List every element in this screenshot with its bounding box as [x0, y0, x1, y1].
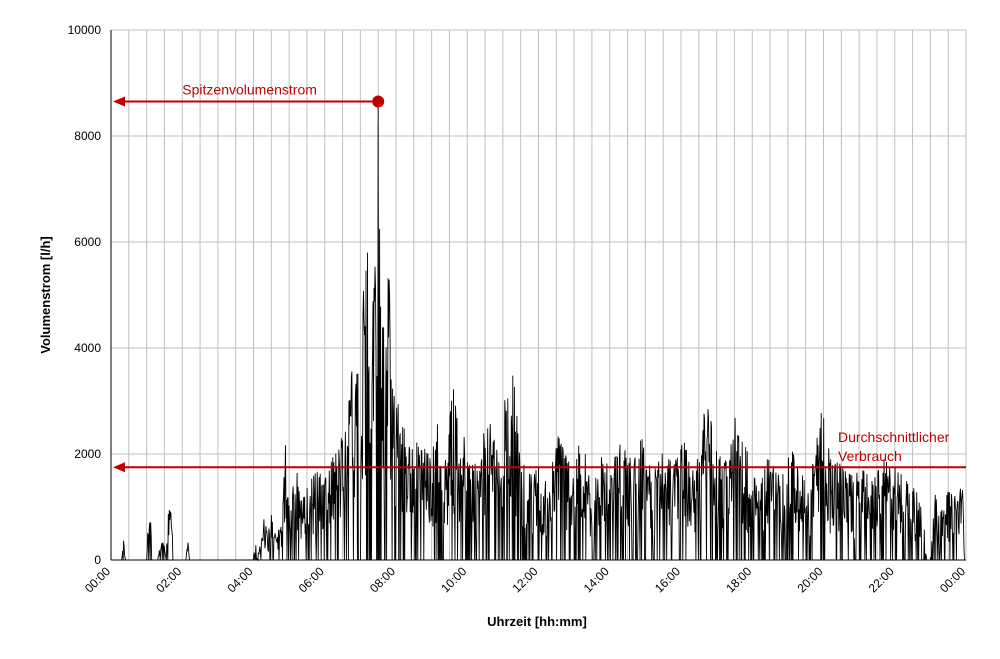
peak-label: Spitzenvolumenstrom	[182, 82, 317, 98]
y-tick-label: 2000	[74, 447, 101, 461]
y-tick-label: 0	[94, 553, 101, 567]
x-axis-title: Uhrzeit [hh:mm]	[487, 614, 587, 629]
peak-marker	[372, 95, 385, 108]
annotations-layer: Spitzenvolumenstrom Durchschnittlicher Ver…	[113, 82, 966, 473]
y-tick-label: 4000	[74, 341, 101, 355]
series-layer	[111, 101, 966, 562]
y-axis-title: Volumenstrom [l/h]	[38, 236, 53, 353]
axes-layer	[110, 30, 966, 561]
y-tick-label: 6000	[74, 235, 101, 249]
peak-arrowhead-icon	[113, 96, 125, 107]
average-label-line2: Verbrauch	[838, 448, 902, 464]
average-label-line1: Durchschnittlicher	[838, 429, 950, 445]
y-tick-labels: 0 2000 4000 6000 8000 10000	[68, 23, 102, 567]
flow-rate-series-line	[111, 101, 966, 562]
y-tick-label: 10000	[68, 23, 102, 37]
average-arrowhead-icon	[113, 462, 125, 473]
y-tick-label: 8000	[74, 129, 101, 143]
